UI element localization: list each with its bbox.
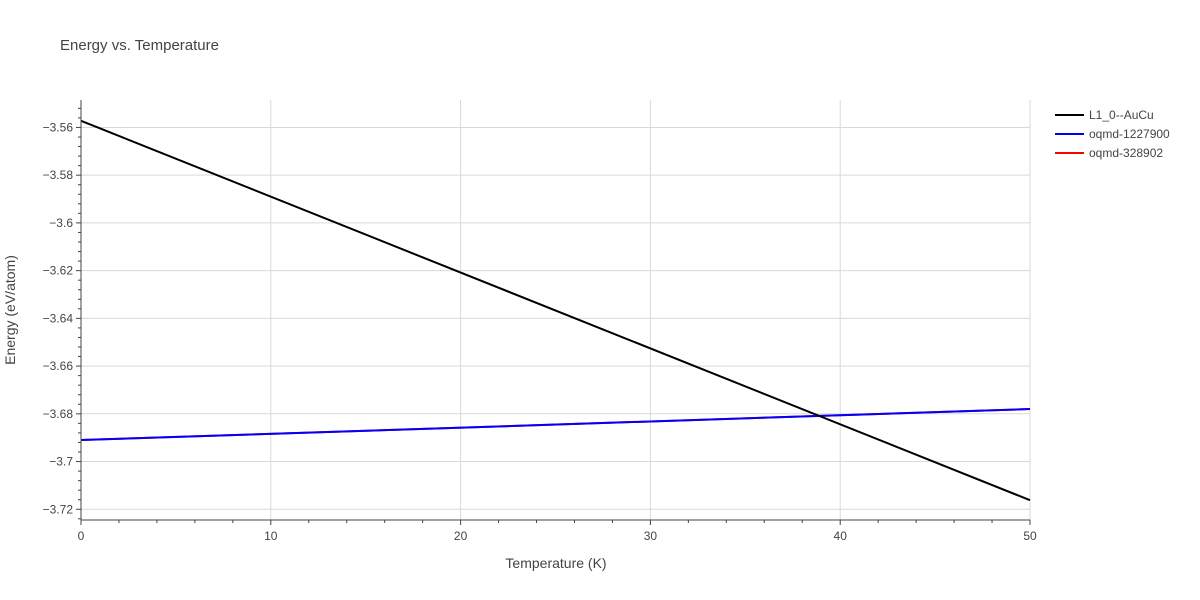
x-tick-label: 0 (78, 529, 85, 543)
y-tick-label: −3.62 (43, 264, 74, 278)
x-tick-label: 30 (644, 529, 658, 543)
y-tick-label: −3.72 (43, 502, 74, 516)
legend-item[interactable]: oqmd-1227900 (1055, 127, 1170, 141)
series-line-oqmd-1227900 (80, 408, 1031, 442)
y-tick-label: −3.7 (49, 455, 73, 469)
plot-area (80, 119, 1031, 502)
y-tick-label: −3.58 (43, 168, 74, 182)
y-tick-label: −3.6 (49, 216, 73, 230)
chart-title: Energy vs. Temperature (60, 37, 219, 54)
legend-label: oqmd-1227900 (1089, 127, 1170, 141)
axes: 0 10 20 30 40 50 −3.72 −3.7 −3.68 −3.66 −3.64 −3.62… (43, 100, 1037, 543)
legend[interactable]: L1_0--AuCu oqmd-1227900 oqmd-328902 (1055, 108, 1170, 160)
y-tick-label: −3.66 (43, 359, 74, 373)
y-axis-title: Energy (eV/atom) (2, 255, 18, 365)
series-line-L1_0--AuCu (80, 119, 1031, 502)
legend-label: oqmd-328902 (1089, 146, 1163, 160)
x-tick-label: 40 (834, 529, 848, 543)
x-axis-title: Temperature (K) (505, 555, 606, 571)
y-tick-label: −3.68 (43, 407, 74, 421)
y-tick-label: −3.64 (43, 311, 74, 325)
x-tick-label: 10 (264, 529, 278, 543)
grid-lines (81, 100, 1031, 520)
legend-label: L1_0--AuCu (1089, 108, 1154, 122)
legend-item[interactable]: L1_0--AuCu (1055, 108, 1154, 122)
x-tick-label: 50 (1023, 529, 1037, 543)
y-tick-label: −3.56 (43, 120, 74, 134)
x-tick-label: 20 (454, 529, 468, 543)
legend-item[interactable]: oqmd-328902 (1055, 146, 1163, 160)
